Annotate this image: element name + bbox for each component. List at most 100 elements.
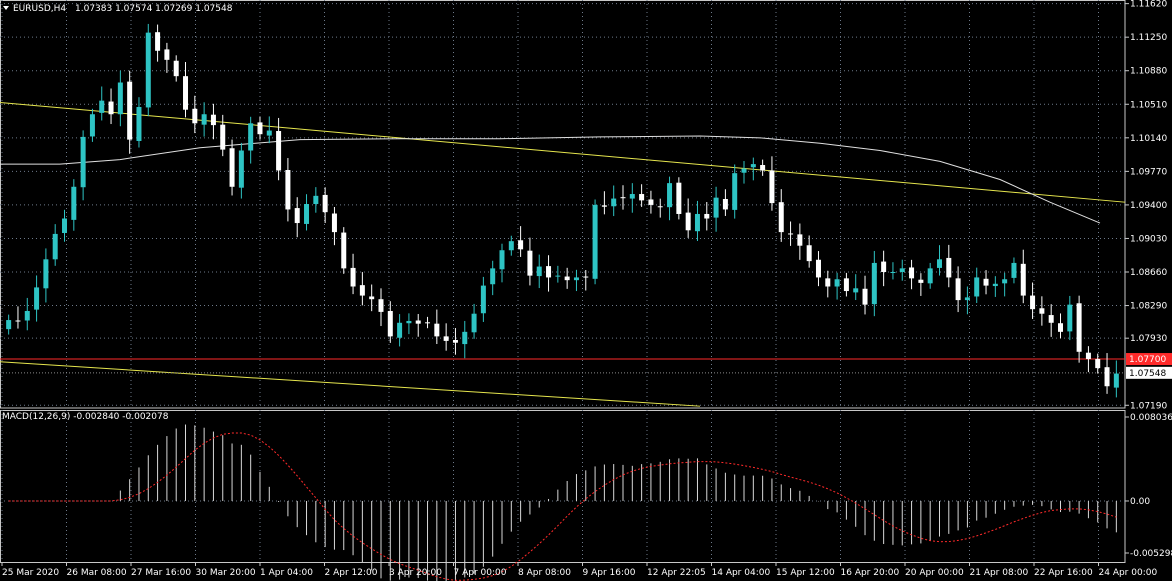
candle bbox=[601, 191, 607, 215]
candle bbox=[322, 187, 328, 224]
symbol-header: EURUSD,H4 1.07383 1.07574 1.07269 1.0754… bbox=[3, 4, 233, 14]
time-tick-label: 26 Mar 08:00 bbox=[67, 568, 127, 578]
candle-body bbox=[639, 194, 645, 201]
candle-body bbox=[760, 165, 766, 171]
price-tick-label: 1.11250 bbox=[1130, 33, 1167, 43]
candle bbox=[1095, 353, 1101, 374]
candle bbox=[788, 221, 794, 246]
candle-body bbox=[555, 275, 561, 277]
candle bbox=[369, 284, 375, 312]
candle bbox=[1020, 249, 1026, 304]
candle-body bbox=[15, 320, 21, 322]
candles bbox=[6, 23, 1119, 398]
time-tick-label: 15 Apr 12:00 bbox=[776, 568, 835, 578]
candle bbox=[592, 199, 598, 285]
candle-body bbox=[1076, 303, 1082, 352]
candle-body bbox=[955, 278, 961, 301]
time-axis: 25 Mar 2020 26 Mar 08:00 27 Mar 16:00 30 Ma… bbox=[1, 562, 1158, 578]
candle-body bbox=[359, 285, 365, 296]
candle bbox=[43, 248, 49, 303]
candle-body bbox=[1104, 367, 1110, 387]
trendline-upper bbox=[0, 101, 1126, 203]
candle bbox=[629, 183, 635, 213]
candle-body bbox=[127, 81, 133, 140]
candle bbox=[1002, 272, 1008, 297]
candle bbox=[964, 286, 970, 315]
candle bbox=[52, 224, 58, 266]
candle-body bbox=[750, 164, 756, 168]
candle bbox=[778, 189, 784, 242]
candle-body bbox=[518, 240, 524, 250]
candle bbox=[639, 184, 645, 207]
candle bbox=[536, 254, 542, 289]
candle-body bbox=[704, 213, 710, 219]
candle-body bbox=[834, 279, 840, 287]
time-tick-label: 24 Apr 00:00 bbox=[1099, 568, 1158, 578]
candle-body bbox=[1020, 263, 1026, 296]
candle bbox=[341, 227, 347, 274]
candle-body bbox=[425, 322, 431, 324]
candle bbox=[853, 274, 859, 301]
candle bbox=[145, 23, 151, 117]
candle-body bbox=[173, 60, 179, 77]
candle bbox=[843, 272, 849, 297]
dropdown-triangle-icon[interactable] bbox=[3, 6, 9, 10]
time-tick-label: 7 Apr 00:00 bbox=[454, 568, 507, 578]
candle-body bbox=[592, 204, 598, 279]
candle-body bbox=[946, 257, 952, 278]
time-tick-label: 25 Mar 2020 bbox=[2, 568, 59, 578]
candle bbox=[1067, 295, 1073, 341]
candle bbox=[471, 303, 477, 339]
candle-body bbox=[1057, 323, 1063, 332]
candle-body bbox=[862, 288, 868, 305]
candle-body bbox=[108, 101, 114, 115]
candle bbox=[797, 223, 803, 260]
candle bbox=[397, 314, 403, 347]
candle-body bbox=[285, 170, 291, 210]
candle bbox=[546, 255, 552, 292]
price-tick-label: 1.08290 bbox=[1130, 302, 1167, 312]
candle bbox=[769, 156, 775, 211]
candle-body bbox=[890, 272, 896, 273]
candle bbox=[732, 164, 738, 219]
candle-body bbox=[974, 277, 980, 297]
candle-body bbox=[843, 278, 849, 292]
price-axis: 1.11620 1.11250 1.10880 1.10510 1.10140 1.097… bbox=[1125, 0, 1172, 411]
time-tick-label: 8 Apr 08:00 bbox=[518, 568, 571, 578]
candle-body bbox=[936, 259, 942, 268]
candle bbox=[425, 316, 431, 329]
candle bbox=[443, 323, 449, 351]
time-tick-label: 16 Apr 20:00 bbox=[841, 568, 900, 578]
candle bbox=[1104, 353, 1110, 394]
candle-body bbox=[685, 212, 691, 231]
candle bbox=[406, 313, 412, 335]
candle bbox=[331, 206, 337, 246]
candle-body bbox=[80, 136, 86, 188]
candle-body bbox=[480, 285, 486, 314]
candle-body bbox=[527, 250, 533, 276]
candle bbox=[936, 245, 942, 276]
candle bbox=[415, 313, 421, 337]
candle-body bbox=[499, 250, 505, 270]
candle bbox=[117, 70, 123, 127]
price-tick-label: 1.11620 bbox=[1130, 0, 1167, 10]
candle bbox=[220, 114, 226, 157]
price-tick-label: 1.07190 bbox=[1130, 401, 1167, 411]
candle bbox=[1011, 257, 1017, 284]
candle-body bbox=[313, 195, 319, 204]
moving-average-line bbox=[0, 135, 1101, 224]
price-tick-label: 1.10880 bbox=[1130, 67, 1167, 77]
candle-body bbox=[145, 32, 151, 108]
candle-body bbox=[741, 168, 747, 173]
candle bbox=[62, 209, 68, 242]
candle-body bbox=[471, 313, 477, 333]
candle bbox=[15, 306, 21, 329]
candle bbox=[750, 157, 756, 181]
candle bbox=[946, 244, 952, 288]
time-tick-label: 2 Apr 12:00 bbox=[325, 568, 378, 578]
candle bbox=[1030, 282, 1036, 319]
grid bbox=[0, 0, 1126, 563]
candle bbox=[248, 116, 254, 164]
candle-body bbox=[508, 241, 514, 251]
